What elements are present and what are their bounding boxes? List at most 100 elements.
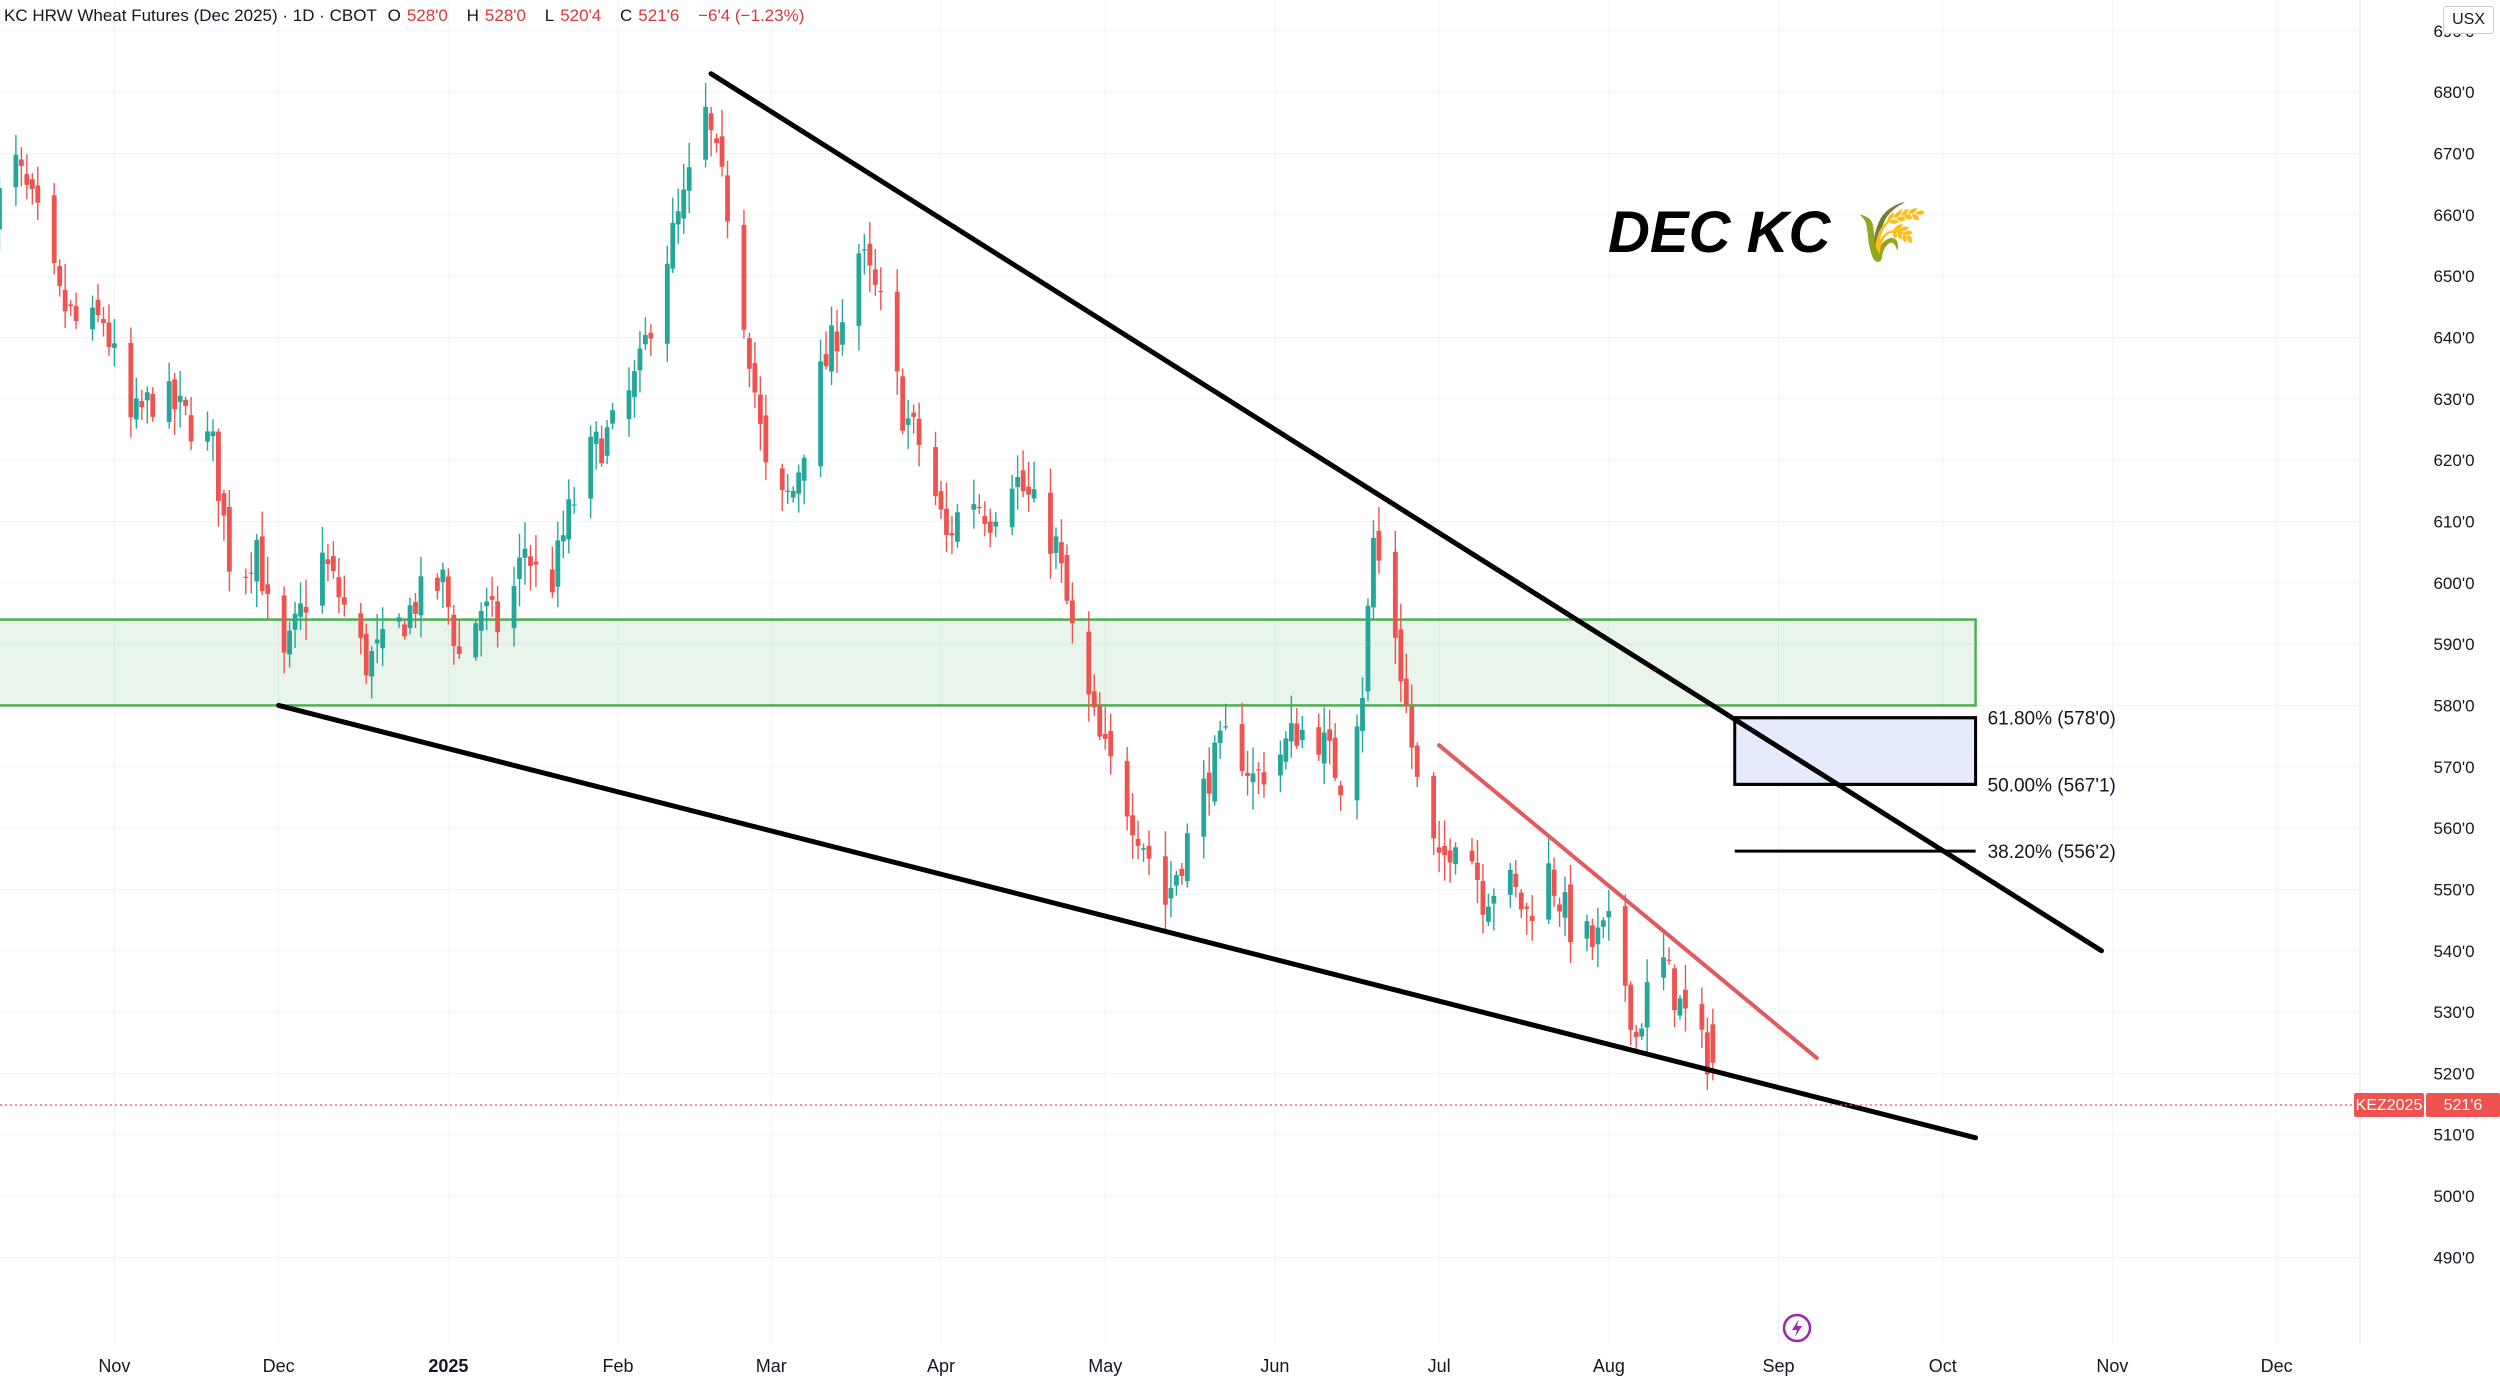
candle-body	[1135, 838, 1141, 846]
candle-body	[878, 290, 884, 293]
candle-body	[1606, 911, 1612, 918]
candle-body	[407, 605, 413, 629]
candle-body	[1217, 730, 1223, 744]
candle-body	[29, 179, 35, 189]
candle-body	[1704, 1032, 1710, 1075]
time-axis[interactable]: Nov Dec 2025 Feb Mar Apr May Jun Jul Aug Sep Oct Nov…	[98, 1356, 2292, 1376]
candle-body	[856, 253, 862, 326]
candle-body	[106, 322, 112, 348]
y-tick-label: 660'0	[2433, 206, 2474, 225]
candle-body	[1327, 729, 1333, 741]
high-label: H	[466, 6, 479, 25]
y-tick-label: 560'0	[2433, 819, 2474, 838]
candle-body	[1146, 845, 1152, 859]
candle-body	[1584, 921, 1590, 939]
candle-body	[35, 185, 41, 203]
candle-body	[112, 343, 117, 348]
candle-body	[298, 603, 303, 617]
candle-body	[1201, 778, 1207, 837]
candle-body	[1371, 537, 1376, 608]
candle-body	[402, 624, 407, 637]
candle-body	[303, 606, 309, 613]
candle-body	[380, 628, 386, 649]
candle-body	[1633, 1031, 1639, 1038]
candle-body	[1256, 769, 1261, 771]
candle-body	[243, 576, 249, 578]
price-axis[interactable]: 490'0 500'0 510'0 520'0 530'0 540'0 550'0 560'0…	[2433, 22, 2474, 1268]
candle-body	[1562, 892, 1568, 918]
candle-body	[259, 536, 265, 591]
candle-body	[637, 348, 643, 371]
y-tick-label: 630'0	[2433, 390, 2474, 409]
candle-body	[511, 586, 517, 629]
candle-body	[216, 431, 221, 502]
open-label: O	[387, 6, 401, 25]
candle-body	[183, 399, 188, 406]
candle-body	[1299, 729, 1305, 741]
candle-body	[1069, 600, 1075, 624]
y-tick-label: 610'0	[2433, 512, 2474, 531]
fib-level-label: 61.80% (578'0)	[1988, 709, 2116, 730]
candle-body	[571, 504, 577, 506]
candle-body	[1250, 773, 1256, 783]
candle-body	[478, 611, 484, 631]
candle-body	[221, 493, 227, 516]
currency-button[interactable]: USX	[2443, 6, 2494, 34]
y-tick-label: 670'0	[2433, 144, 2474, 163]
candle-body	[1469, 850, 1475, 862]
candle-body	[24, 174, 30, 185]
candle-body	[1518, 892, 1524, 910]
candle-body	[560, 535, 566, 542]
x-tick-label: Dec	[2261, 1356, 2293, 1376]
symbol-description[interactable]: KC HRW Wheat Futures (Dec 2025) · 1D · C…	[4, 6, 377, 25]
candle-body	[703, 106, 709, 160]
candle-body	[90, 307, 95, 330]
candle-body	[1639, 1028, 1645, 1037]
candle-body	[489, 595, 495, 600]
high-value: 528'0	[484, 6, 526, 25]
candle-body	[396, 617, 402, 622]
candle-body	[1666, 959, 1672, 961]
candle-body	[418, 576, 424, 616]
candle-body	[1354, 726, 1360, 801]
candle-body	[330, 556, 336, 572]
symbol-header: KC HRW Wheat Futures (Dec 2025) · 1D · C…	[4, 6, 810, 26]
candle-body	[1414, 745, 1420, 777]
candle-body	[1392, 551, 1398, 638]
candle-body	[1436, 847, 1442, 853]
candle-body	[1475, 862, 1480, 881]
candle-body	[790, 491, 796, 498]
candle-body	[1568, 884, 1573, 943]
candle-body	[144, 392, 150, 401]
candle-body	[139, 401, 145, 408]
candle-body	[894, 291, 900, 372]
x-tick-label: Apr	[927, 1356, 955, 1376]
fib-level-label: 38.20% (556'2)	[1988, 842, 2116, 863]
x-tick-label: Dec	[263, 1356, 295, 1376]
candle-body	[1677, 998, 1683, 1016]
y-tick-label: 500'0	[2433, 1187, 2474, 1206]
candle-body	[867, 243, 873, 266]
lightning-icon[interactable]	[1782, 1313, 1812, 1343]
candle-body	[1398, 629, 1404, 682]
candle-body	[549, 569, 555, 593]
candle-body	[938, 491, 944, 510]
candle-body	[1628, 984, 1634, 1030]
candle-body	[708, 113, 714, 131]
price-tag-symbol: KEZ2025	[2356, 1097, 2423, 1114]
y-tick-label: 620'0	[2433, 451, 2474, 470]
trendline-lower	[276, 702, 1979, 1141]
candle-body	[1332, 737, 1338, 778]
candle-body	[150, 393, 156, 417]
candle-body	[172, 379, 178, 410]
fib-zone	[1733, 716, 1978, 786]
candle-body	[987, 521, 993, 533]
candle-body	[566, 499, 572, 540]
trendline-short	[1437, 743, 1819, 1061]
candle-body	[1491, 895, 1497, 904]
candle-body	[188, 415, 194, 442]
y-tick-label: 510'0	[2433, 1126, 2474, 1145]
candle-body	[1403, 678, 1409, 706]
candle-body	[1163, 856, 1168, 905]
